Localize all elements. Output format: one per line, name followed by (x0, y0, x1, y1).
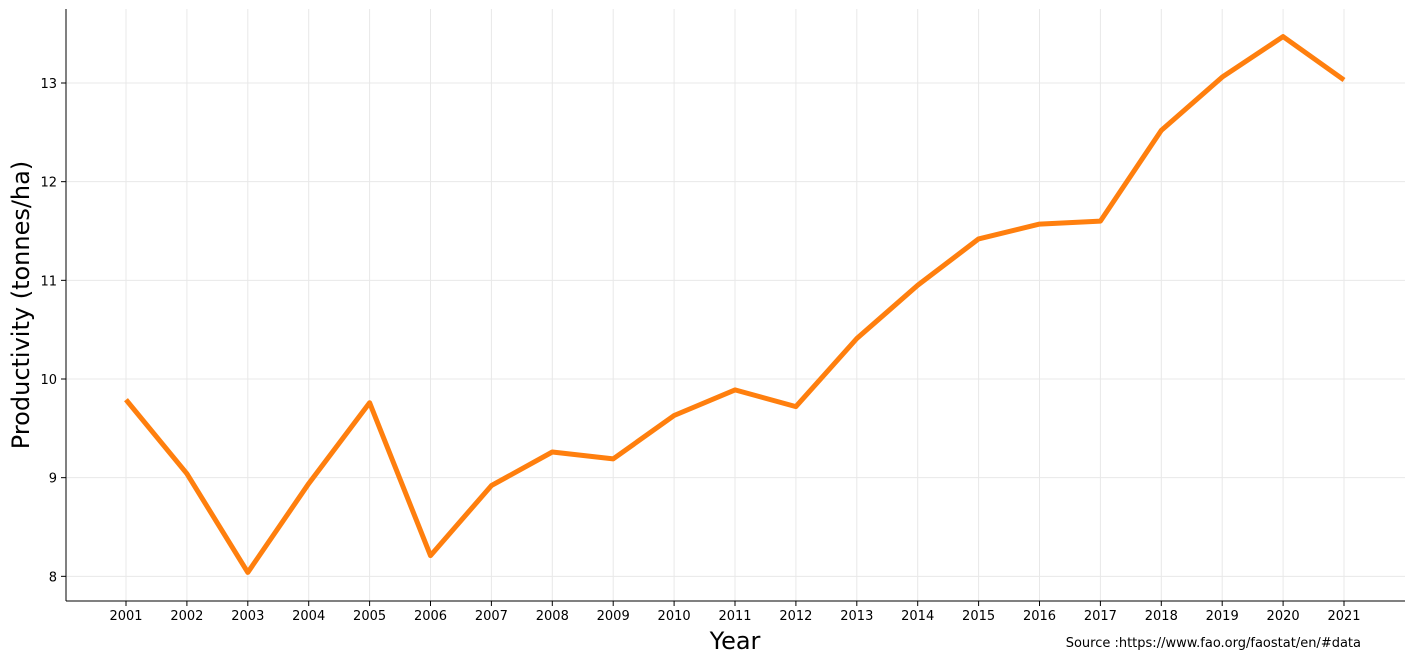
x-tick-label: 2014 (901, 609, 934, 624)
y-tick-label: 12 (40, 176, 57, 191)
x-tick-label: 2017 (1084, 609, 1117, 624)
x-tick-label: 2006 (414, 609, 447, 624)
x-tick-label: 2018 (1145, 609, 1178, 624)
x-tick-label: 2007 (475, 609, 508, 624)
x-tick-label: 2004 (292, 609, 325, 624)
y-tick-label: 13 (40, 77, 57, 92)
x-tick-label: 2015 (962, 609, 995, 624)
x-tick-label: 2012 (779, 609, 812, 624)
y-tick-label: 10 (40, 373, 57, 388)
y-tick-label: 9 (49, 472, 57, 487)
y-tick-label: 8 (49, 570, 57, 585)
x-tick-label: 2013 (840, 609, 873, 624)
x-tick-label: 2009 (597, 609, 630, 624)
source-note: Source :https://www.fao.org/faostat/en/#… (1066, 636, 1361, 651)
y-ticks: 8 9 10 11 12 13 (40, 77, 66, 585)
x-tick-label: 2001 (109, 609, 142, 624)
x-axis-title: Year (709, 627, 761, 655)
x-tick-label: 2019 (1206, 609, 1239, 624)
x-tick-label: 2010 (658, 609, 691, 624)
x-ticks: 2001 2002 2003 2004 2005 2006 2007 2008 2009 2010… (109, 601, 1361, 624)
x-tick-label: 2021 (1327, 609, 1360, 624)
x-tick-label: 2008 (536, 609, 569, 624)
x-tick-label: 2011 (718, 609, 751, 624)
series-layer (124, 34, 1346, 575)
x-tick-label: 2016 (1023, 609, 1056, 624)
x-tick-label: 2003 (231, 609, 264, 624)
y-axis-title: Productivity (tonnes/ha) (7, 161, 35, 449)
y-tick-label: 11 (40, 274, 57, 289)
x-tick-label: 2005 (353, 609, 386, 624)
x-tick-label: 2002 (170, 609, 203, 624)
grid-lines (66, 9, 1405, 601)
x-tick-label: 2020 (1267, 609, 1300, 624)
